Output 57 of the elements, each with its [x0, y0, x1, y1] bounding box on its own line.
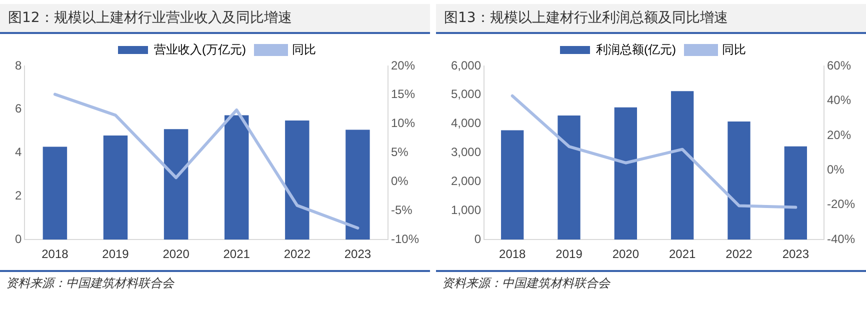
- x-tick-label: 2018: [42, 247, 69, 262]
- y-tick-label: 5,000: [451, 87, 482, 102]
- y-tick-label: 4,000: [451, 116, 482, 130]
- y2-tick-label: 0%: [390, 174, 409, 188]
- x-tick-label: 2021: [223, 247, 250, 262]
- y2-tick-label: -5%: [390, 202, 413, 217]
- x-tick-label: 2020: [162, 247, 190, 262]
- bar: [784, 146, 807, 240]
- y2-tick-label: 60%: [826, 58, 852, 72]
- y2-tick-label: 15%: [390, 87, 416, 102]
- y-tick-label: 3,000: [451, 145, 482, 160]
- x-tick-label: 2018: [499, 247, 526, 262]
- bar: [164, 129, 188, 240]
- bar: [671, 91, 694, 240]
- y2-tick-label: 40%: [826, 93, 852, 108]
- y2-tick-label: 0%: [826, 162, 845, 176]
- y-tick-label: 4: [14, 145, 22, 160]
- bar: [42, 146, 68, 240]
- legend-label: 同比: [292, 42, 316, 56]
- x-tick-label: 2022: [284, 247, 311, 262]
- x-tick-label: 2022: [726, 247, 753, 262]
- y-tick-label: 2,000: [451, 174, 482, 188]
- y2-tick-label: 10%: [390, 116, 416, 130]
- chart-title: 图13：规模以上建材行业利润总额及同比增速: [436, 4, 866, 34]
- legend-label: 同比: [722, 42, 746, 56]
- bar: [224, 115, 249, 240]
- y2-tick-label: -20%: [826, 197, 856, 212]
- y-tick-label: 6: [14, 102, 22, 116]
- y-tick-label: 2: [14, 188, 22, 203]
- legend-label: 利润总额(亿元): [596, 42, 676, 56]
- y2-tick-label: 20%: [390, 58, 416, 72]
- bar: [728, 122, 750, 240]
- bar: [346, 130, 370, 240]
- legend-label: 营业收入(万亿元): [154, 42, 246, 56]
- bar: [614, 107, 638, 240]
- bar: [285, 120, 310, 240]
- chart-title: 图12：规模以上建材行业营业收入及同比增速: [0, 4, 430, 34]
- y2-tick-label: 5%: [390, 145, 409, 160]
- y2-tick-label: -10%: [390, 232, 420, 246]
- x-tick-label: 2019: [102, 247, 130, 262]
- y-tick-label: 1,000: [451, 202, 482, 217]
- x-tick-label: 2020: [612, 247, 640, 262]
- y-tick-label: 0: [14, 232, 22, 246]
- text: 资料来源：中国建筑材料联合会: [436, 270, 866, 295]
- bar: [501, 130, 524, 240]
- y-tick-label: 8: [14, 58, 22, 72]
- x-tick-label: 2021: [668, 247, 696, 262]
- text: 资料来源：中国建筑材料联合会: [0, 270, 430, 295]
- y-tick-label: 0: [474, 232, 482, 246]
- x-tick-label: 2023: [782, 247, 810, 262]
- y2-tick-label: -40%: [826, 232, 856, 246]
- y-tick-label: 6,000: [451, 58, 482, 72]
- bar: [558, 115, 580, 240]
- x-tick-label: 2019: [556, 247, 583, 262]
- bar: [103, 135, 128, 240]
- y2-tick-label: 20%: [826, 128, 852, 142]
- x-tick-label: 2023: [344, 247, 372, 262]
